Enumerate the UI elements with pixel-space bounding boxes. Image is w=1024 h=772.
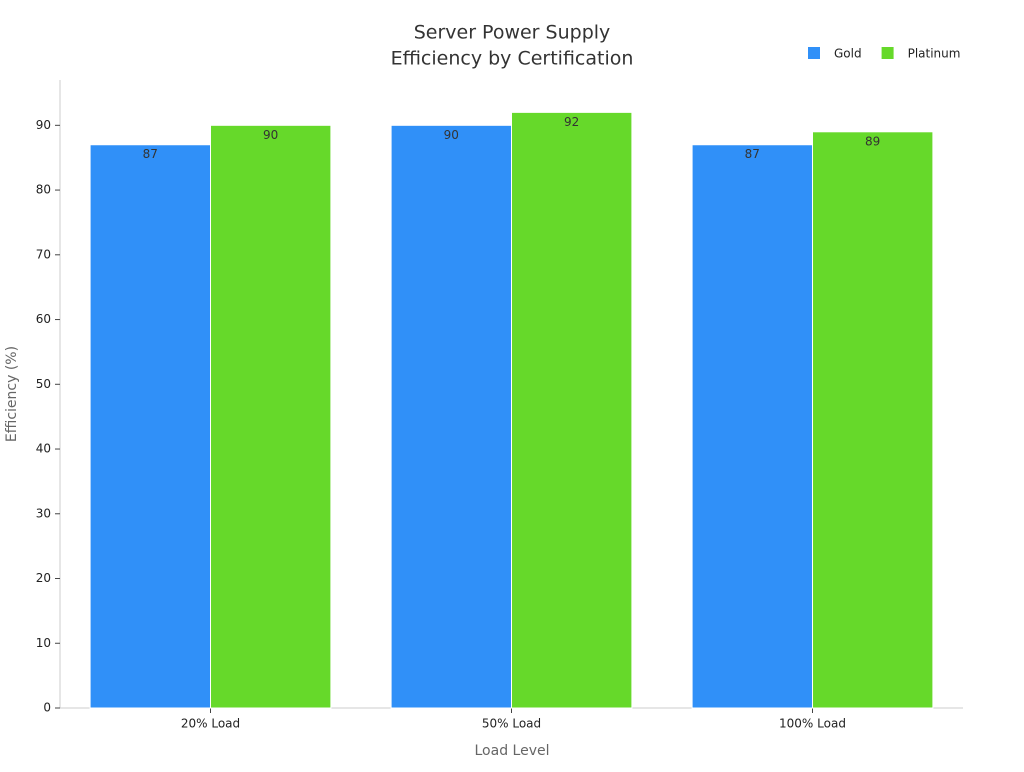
chart-title: Efficiency by Certification	[391, 48, 634, 70]
legend-label: Gold	[834, 47, 862, 61]
y-tick-label: 50	[36, 377, 51, 391]
y-tick-label: 20	[36, 571, 51, 585]
legend-swatch	[881, 47, 894, 59]
y-tick-label: 80	[36, 183, 51, 197]
bar	[691, 144, 813, 709]
y-tick-label: 10	[36, 636, 51, 650]
value-label: 87	[143, 147, 158, 161]
y-tick-label: 60	[36, 312, 51, 326]
y-tick-label: 30	[36, 506, 51, 520]
bar	[390, 124, 513, 709]
y-tick-label: 70	[36, 247, 51, 261]
bar	[210, 124, 332, 709]
legend-swatch	[808, 47, 820, 59]
value-label: 89	[865, 134, 880, 148]
bar	[511, 111, 633, 709]
y-axis-label: Efficiency (%)	[4, 346, 20, 442]
x-axis-label: Load Level	[475, 743, 550, 759]
chart-title: Server Power Supply	[414, 22, 611, 44]
x-tick-label: 100% Load	[779, 717, 846, 731]
x-tick-label: 20% Load	[181, 717, 240, 731]
y-tick-label: 90	[36, 118, 51, 132]
value-label: 90	[444, 128, 459, 142]
y-tick-label: 40	[36, 442, 51, 456]
y-tick-label: 0	[43, 701, 51, 715]
x-tick-label: 50% Load	[482, 717, 541, 731]
value-label: 87	[745, 147, 760, 161]
bar	[89, 144, 211, 709]
value-label: 90	[263, 128, 278, 142]
value-label: 92	[564, 115, 579, 129]
legend-label: Platinum	[908, 47, 961, 61]
bar	[812, 131, 934, 709]
